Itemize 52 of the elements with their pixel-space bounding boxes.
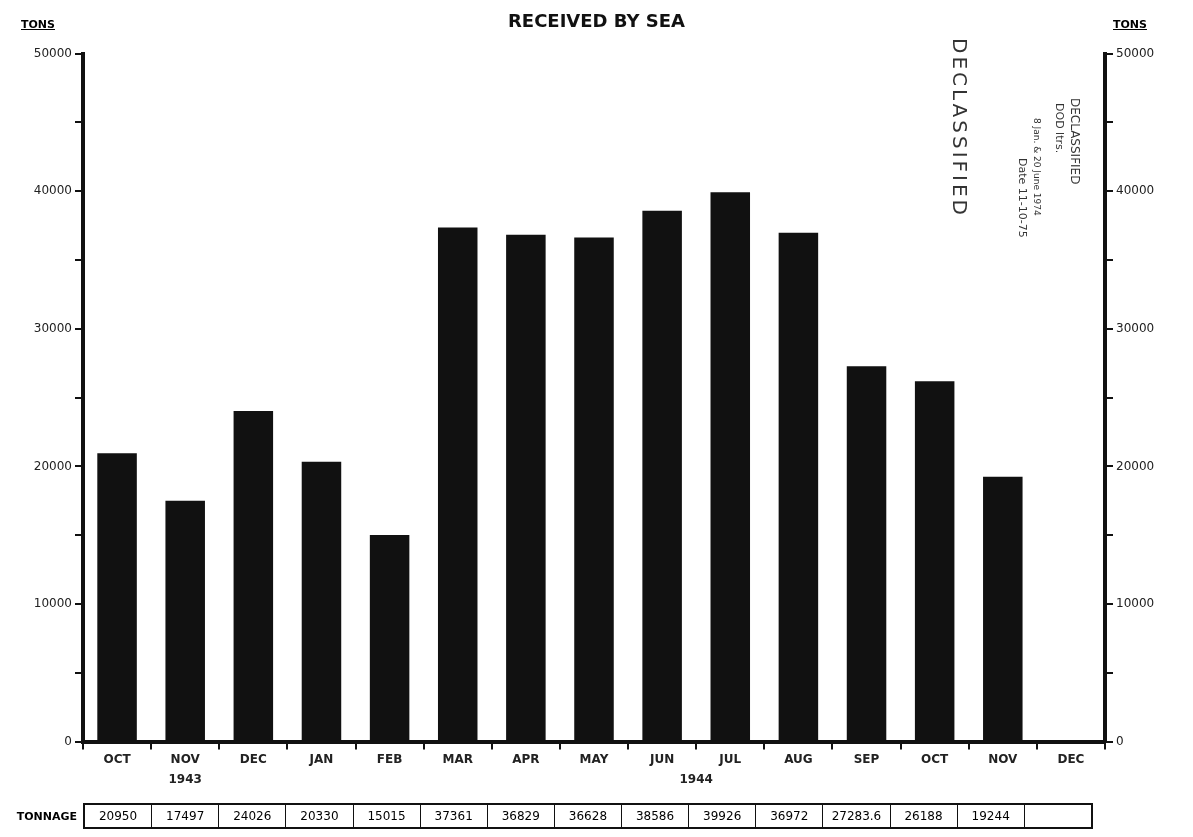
data-label: 39926	[688, 805, 756, 827]
data-label: 36829	[486, 805, 554, 827]
y-tick-label: 10000	[33, 596, 72, 611]
y-tick-label: 40000	[33, 183, 72, 198]
annotation: Date 11-10-75	[1016, 158, 1029, 238]
x-tick-label: MAY	[579, 751, 609, 766]
y2-tick-label: 0	[1116, 733, 1124, 748]
y2-tick-label: 10000	[1116, 596, 1155, 611]
data-label: 27283.6	[822, 805, 890, 827]
x-tick-label: DEC	[1057, 751, 1085, 766]
text: TONNAGE	[15, 809, 78, 823]
annotation: DOD ltrs.	[1053, 103, 1066, 154]
x-tick-label: AUG	[784, 751, 813, 766]
y2-tick-label: 40000	[1116, 183, 1155, 198]
x-tick-label: OCT	[921, 751, 950, 766]
data-label: 17497	[151, 805, 219, 827]
chart-title: RECEIVED BY SEA	[507, 10, 686, 32]
annotation: DECLASSIFIED	[1068, 98, 1082, 185]
x-tick-label: APR	[512, 751, 540, 766]
text: 1943	[167, 772, 203, 786]
data-label: 38586	[621, 805, 689, 827]
data-label: 36972	[755, 805, 823, 827]
y-tick-label: 20000	[33, 458, 72, 473]
data-label: 15015	[352, 805, 420, 827]
x-tick-label: FEB	[376, 751, 403, 766]
data-label: 19244	[956, 805, 1024, 827]
data-label: 24026	[218, 805, 286, 827]
x-tick-label: OCT	[103, 751, 132, 766]
y2-tick-label: 50000	[1116, 45, 1155, 60]
data-label: 26188	[889, 805, 957, 827]
x-tick-label: JAN	[308, 751, 334, 766]
y-tick-label: 0	[64, 733, 72, 748]
x-tick-label: DEC	[239, 751, 268, 766]
data-label: 20950	[97, 808, 139, 825]
x-tick-label: NOV	[170, 751, 201, 766]
y2-tick-label: 20000	[1116, 458, 1155, 473]
annotation: DECLASSIFIED	[948, 38, 972, 219]
x-tick-label: MAR	[442, 751, 473, 766]
y-tick-label: 50000	[33, 45, 72, 60]
data-label: 36628	[553, 805, 621, 827]
y2-axis-title: TONS	[1113, 18, 1147, 31]
y-axis-title: TONS	[21, 18, 55, 31]
data-label: 20330	[285, 805, 353, 827]
x-tick-label: NOV	[988, 751, 1019, 766]
y-tick-label: 30000	[33, 320, 72, 335]
annotation: 8 Jan. & 20 June 1974	[1032, 118, 1042, 216]
x-tick-label: JUL	[718, 751, 742, 766]
data-label: 37361	[419, 805, 487, 827]
y2-tick-label: 30000	[1116, 320, 1155, 335]
x-tick-label: JUN	[649, 751, 675, 766]
text: 1944	[678, 772, 714, 786]
x-tick-label: SEP	[853, 751, 880, 766]
